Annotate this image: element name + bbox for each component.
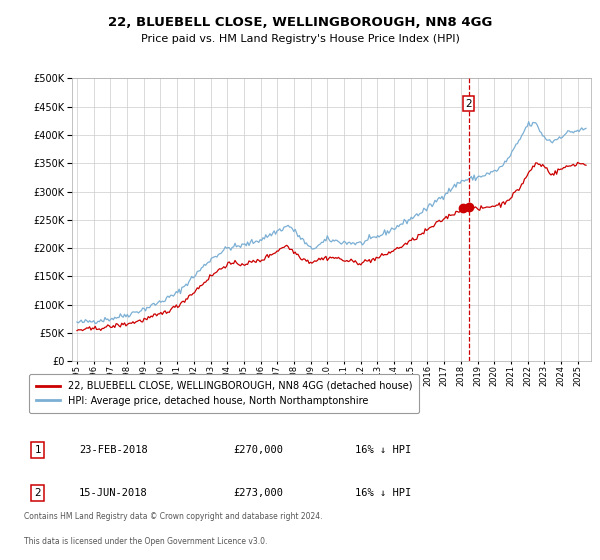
Text: 22, BLUEBELL CLOSE, WELLINGBOROUGH, NN8 4GG: 22, BLUEBELL CLOSE, WELLINGBOROUGH, NN8 … bbox=[108, 16, 492, 29]
Text: Price paid vs. HM Land Registry's House Price Index (HPI): Price paid vs. HM Land Registry's House … bbox=[140, 34, 460, 44]
Text: 23-FEB-2018: 23-FEB-2018 bbox=[79, 445, 148, 455]
Text: 15-JUN-2018: 15-JUN-2018 bbox=[79, 488, 148, 498]
Text: 16% ↓ HPI: 16% ↓ HPI bbox=[355, 488, 412, 498]
Text: £273,000: £273,000 bbox=[234, 488, 284, 498]
Text: This data is licensed under the Open Government Licence v3.0.: This data is licensed under the Open Gov… bbox=[24, 537, 268, 546]
Legend: 22, BLUEBELL CLOSE, WELLINGBOROUGH, NN8 4GG (detached house), HPI: Average price: 22, BLUEBELL CLOSE, WELLINGBOROUGH, NN8 … bbox=[29, 374, 419, 413]
Text: 1: 1 bbox=[34, 445, 41, 455]
Text: 16% ↓ HPI: 16% ↓ HPI bbox=[355, 445, 412, 455]
Text: Contains HM Land Registry data © Crown copyright and database right 2024.: Contains HM Land Registry data © Crown c… bbox=[24, 512, 323, 521]
Text: £270,000: £270,000 bbox=[234, 445, 284, 455]
Text: 2: 2 bbox=[34, 488, 41, 498]
Text: 2: 2 bbox=[465, 99, 472, 109]
